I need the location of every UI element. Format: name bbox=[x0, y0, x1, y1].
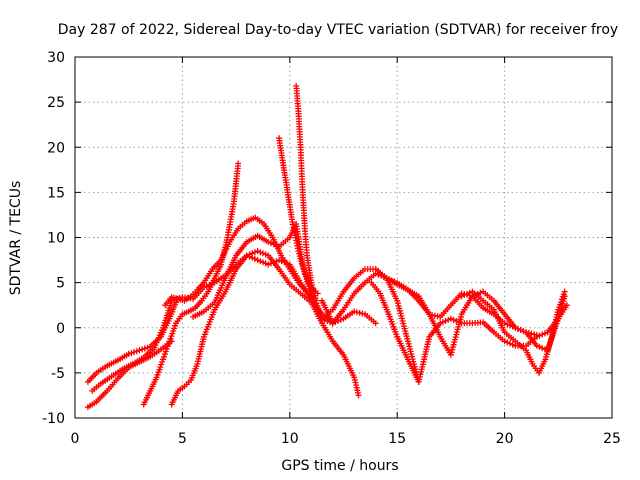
data-markers bbox=[84, 82, 570, 411]
data-point-markers bbox=[368, 279, 570, 385]
data-point-markers bbox=[458, 288, 568, 376]
x-tick-label: 25 bbox=[603, 431, 621, 447]
chart-title: Day 287 of 2022, Sidereal Day-to-day VTE… bbox=[58, 22, 618, 38]
x-tick-labels: 0 5 10 15 20 25 bbox=[71, 431, 621, 447]
y-tick-label: 20 bbox=[47, 140, 65, 156]
series-track-11 bbox=[368, 279, 570, 385]
data-point-markers bbox=[140, 160, 242, 408]
series-track-13 bbox=[458, 288, 568, 376]
series-track-9 bbox=[293, 82, 336, 327]
x-axis-label: GPS time / hours bbox=[281, 458, 398, 474]
x-tick-label: 0 bbox=[71, 431, 80, 447]
y-tick-label: -10 bbox=[42, 411, 65, 427]
y-tick-label: 25 bbox=[47, 95, 65, 111]
x-tick-label: 20 bbox=[496, 431, 514, 447]
data-point-markers bbox=[293, 82, 336, 327]
data-point-markers bbox=[276, 135, 321, 297]
y-tick-label: 15 bbox=[47, 185, 65, 201]
x-tick-label: 10 bbox=[281, 431, 299, 447]
series-track-8 bbox=[276, 135, 321, 297]
y-tick-label: 0 bbox=[56, 321, 65, 337]
axis-ticks bbox=[74, 56, 613, 419]
x-tick-label: 15 bbox=[388, 431, 406, 447]
y-axis-label: SDTVAR / TECUs bbox=[8, 181, 24, 296]
series-track-4 bbox=[140, 160, 242, 408]
y-tick-labels: -10 -5 0 5 10 15 20 25 30 bbox=[42, 50, 65, 427]
y-tick-label: -5 bbox=[51, 366, 65, 382]
y-tick-label: 30 bbox=[47, 50, 65, 66]
y-tick-label: 5 bbox=[56, 276, 65, 292]
x-tick-label: 5 bbox=[178, 431, 187, 447]
y-tick-label: 10 bbox=[47, 231, 65, 247]
